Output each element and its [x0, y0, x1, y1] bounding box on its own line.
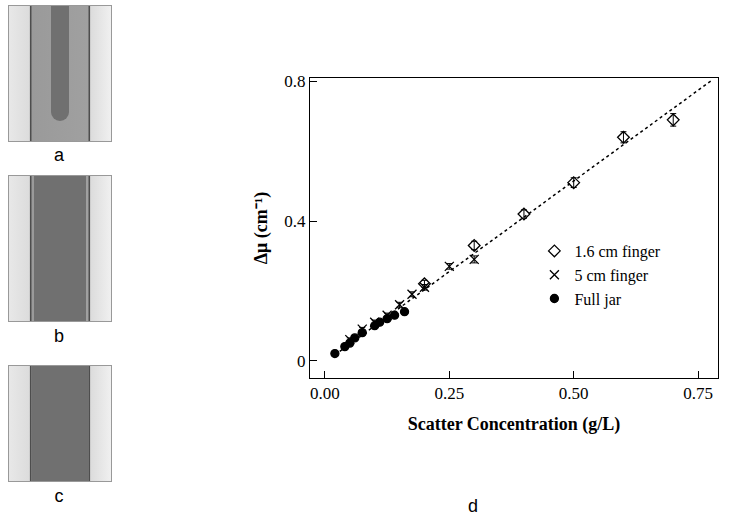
svg-text:0.00: 0.00 [310, 384, 340, 403]
svg-text:0: 0 [297, 352, 306, 371]
html-text:d: d [468, 496, 478, 516]
svg-text:5 cm finger: 5 cm finger [574, 267, 648, 285]
svg-text:0.50: 0.50 [559, 384, 589, 403]
svg-text:Full jar: Full jar [574, 291, 621, 309]
svg-text:0.25: 0.25 [434, 384, 464, 403]
svg-text:0.4: 0.4 [284, 212, 306, 231]
svg-text:0.8: 0.8 [284, 72, 305, 91]
html-text:c: c [54, 486, 64, 506]
svg-text:Scatter Concentration (g/L): Scatter Concentration (g/L) [408, 414, 621, 435]
html-text:b: b [54, 326, 64, 346]
svg-text:1.6 cm finger: 1.6 cm finger [574, 243, 660, 261]
svg-text:0.75: 0.75 [683, 384, 713, 403]
html-text:a: a [54, 145, 64, 165]
svg-text:Δμ (cm⁻¹): Δμ (cm⁻¹) [251, 192, 272, 264]
